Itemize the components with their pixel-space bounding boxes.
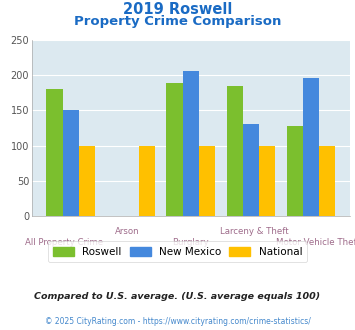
Bar <box>166 83 183 216</box>
Text: © 2025 CityRating.com - https://www.cityrating.com/crime-statistics/: © 2025 CityRating.com - https://www.city… <box>45 317 310 326</box>
Bar <box>183 71 199 216</box>
Bar <box>319 146 335 216</box>
Text: Larceny & Theft: Larceny & Theft <box>220 227 289 236</box>
Bar <box>243 124 259 216</box>
Bar <box>303 79 319 216</box>
Text: Motor Vehicle Theft: Motor Vehicle Theft <box>276 238 355 247</box>
Bar <box>286 126 303 216</box>
Text: Burglary: Burglary <box>173 238 209 247</box>
Text: 2019 Roswell: 2019 Roswell <box>123 2 232 16</box>
Bar <box>47 89 62 216</box>
Text: Property Crime Comparison: Property Crime Comparison <box>74 15 281 28</box>
Bar <box>226 85 243 216</box>
Bar <box>139 146 155 216</box>
Text: Compared to U.S. average. (U.S. average equals 100): Compared to U.S. average. (U.S. average … <box>34 292 321 301</box>
Text: All Property Crime: All Property Crime <box>24 238 103 247</box>
Text: Arson: Arson <box>115 227 140 236</box>
Bar <box>259 146 275 216</box>
Legend: Roswell, New Mexico, National: Roswell, New Mexico, National <box>48 242 307 262</box>
Bar <box>62 110 79 216</box>
Bar <box>199 146 215 216</box>
Bar <box>79 146 95 216</box>
